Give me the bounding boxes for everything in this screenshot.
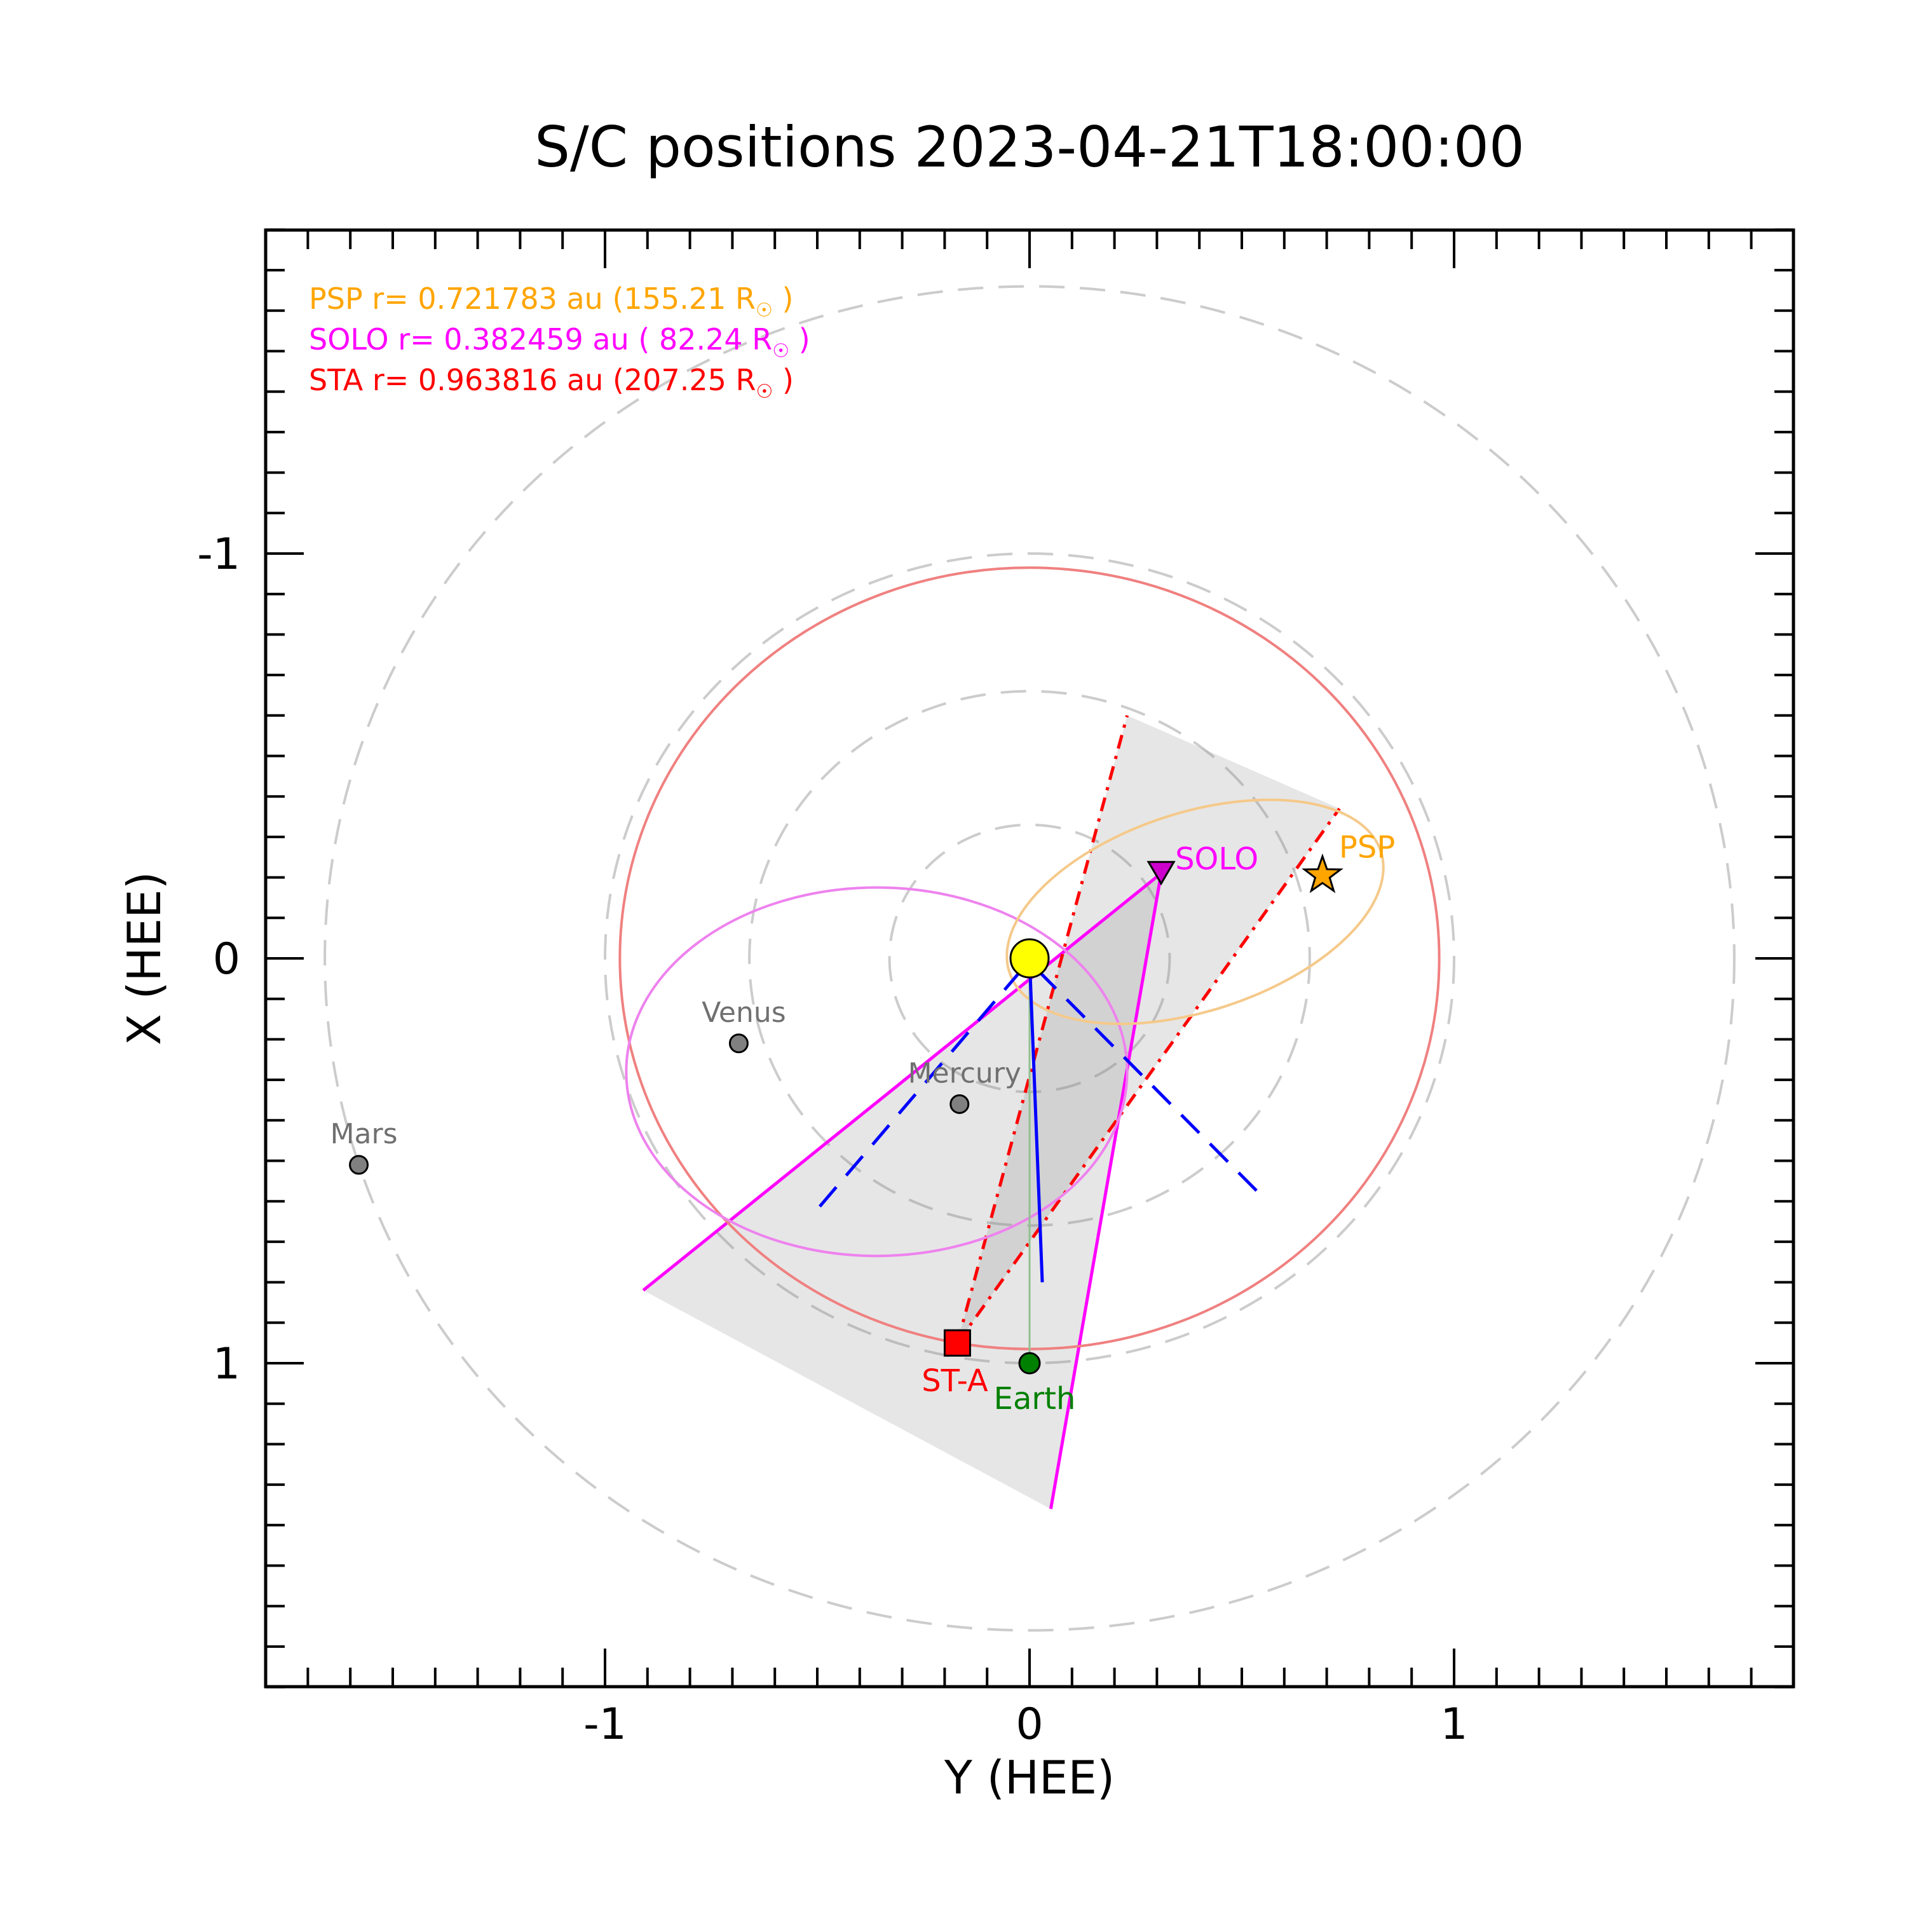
x-tick-label: 1 [1440, 1699, 1467, 1750]
blue-line [816, 969, 1023, 1211]
y-tick-label: 0 [213, 934, 240, 984]
legend-entry: SOLO r= 0.382459 au ( 82.24 R☉ ) [309, 322, 810, 362]
x-tick-label: 0 [1016, 1699, 1043, 1750]
plot-area: Venus Mercury Mars Earth PSP SOLO ST-A [323, 285, 1736, 1632]
legend-entry: PSP r= 0.721783 au (155.21 R☉ ) [309, 282, 793, 322]
axis-ticks: -1 0 1 -1 0 1 [197, 228, 1795, 1750]
solo-marker [1146, 861, 1176, 886]
x-axis-label: Y (HEE) [944, 1751, 1115, 1804]
earth-label: Earth [994, 1381, 1076, 1417]
planet-label: Venus [702, 997, 786, 1029]
legend-entry: STA r= 0.963816 au (207.25 R☉ ) [309, 363, 794, 403]
reference-circle [323, 285, 1736, 1632]
sta-marker [943, 1329, 971, 1357]
planet-marker [349, 1155, 369, 1175]
planet-label: Mercury [908, 1057, 1021, 1089]
orbit [1005, 798, 1385, 1025]
fov-edge [956, 807, 1341, 1344]
x-tick-label: -1 [583, 1699, 627, 1750]
fov-edge [1049, 873, 1163, 1509]
planet-marker [949, 1094, 970, 1114]
y-axis-label: X (HEE) [118, 871, 171, 1045]
sta-label: ST-A [922, 1363, 988, 1399]
legend: PSP r= 0.721783 au (155.21 R☉ )SOLO r= 0… [309, 282, 810, 403]
blue-line [1037, 969, 1265, 1199]
solo-label: SOLO [1175, 841, 1258, 877]
sun-marker [1009, 938, 1050, 979]
planet-marker [728, 1033, 749, 1054]
fov-wedge [957, 715, 1340, 1344]
orbit [625, 886, 1129, 1258]
blue-line [1028, 958, 1044, 1282]
earth-marker [1018, 1352, 1041, 1375]
planet-label: Mars [330, 1118, 398, 1150]
y-tick-label: -1 [197, 529, 240, 580]
y-tick-label: 1 [213, 1339, 240, 1389]
psp-label: PSP [1339, 829, 1395, 865]
psp-marker [1302, 853, 1344, 894]
chart-title: S/C positions 2023-04-21T18:00:00 [534, 114, 1525, 180]
